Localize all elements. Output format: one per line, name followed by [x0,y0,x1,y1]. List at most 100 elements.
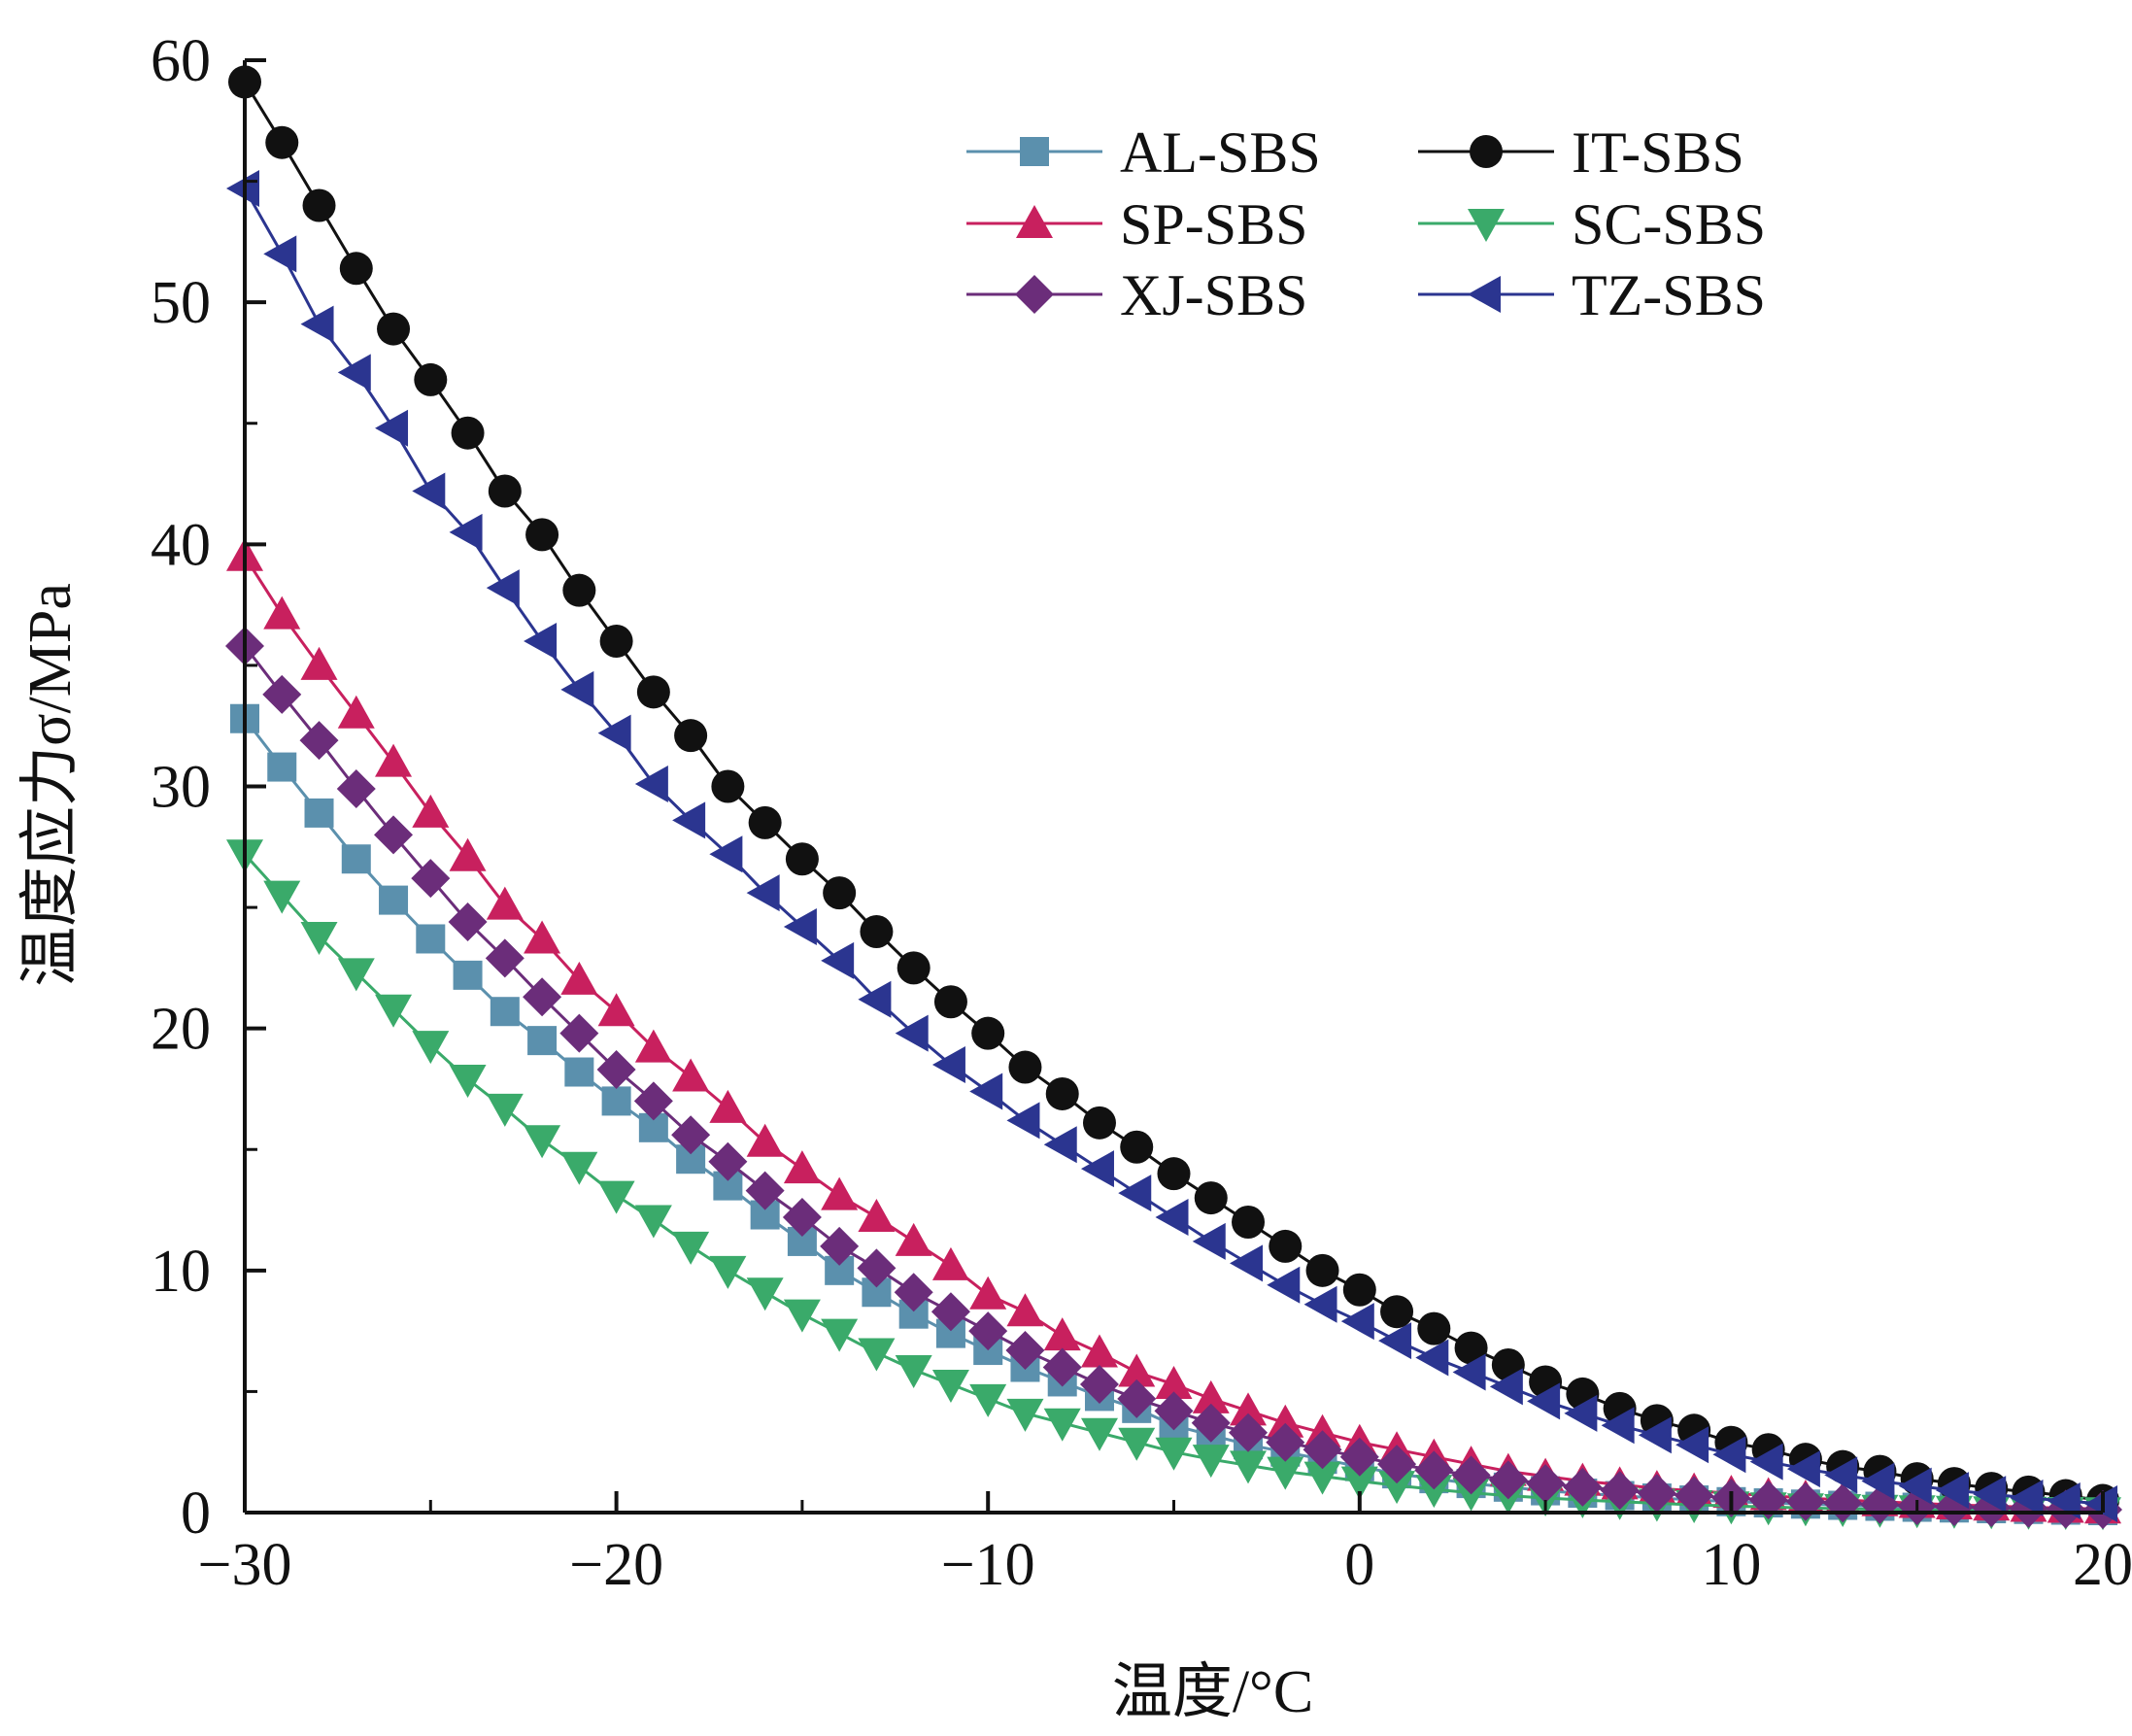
axes-layer: −30 −20 −10 0 10 20 0 10 20 30 40 50 60 [151,28,2132,1598]
data-point [820,1226,860,1266]
data-point [1564,1394,1598,1432]
data-point [1305,1253,1339,1287]
x-tick-label: −30 [198,1532,292,1598]
data-point [709,1255,747,1289]
data-point [1154,1391,1194,1431]
data-point [524,1125,561,1159]
data-point [1230,1244,1264,1282]
data-point [931,1046,965,1084]
data-point [524,623,558,660]
data-point [375,994,413,1028]
data-point [1824,1456,1858,1494]
data-point [336,768,376,808]
data-point [1377,1445,1417,1484]
data-point [1080,1334,1118,1368]
data-point [1339,1437,1379,1477]
data-point [597,1180,635,1214]
legend-item-sp-sbs: SP-SBS [966,192,1307,256]
data-point [449,1064,487,1098]
data-point [746,1123,784,1157]
data-point [601,1086,631,1116]
data-point [560,961,598,995]
data-point [1079,1364,1119,1404]
data-point [1451,1455,1491,1495]
legend-marker [1016,205,1053,238]
data-point [524,920,561,954]
data-point [634,1205,672,1239]
data-point [1675,1476,1714,1515]
data-point [1563,1467,1603,1507]
data-point [1303,1285,1337,1323]
data-point [1042,1347,1082,1387]
data-point [1006,1293,1044,1327]
data-point [1417,1311,1451,1345]
series-sp-sbs [226,537,2121,1524]
legend-marker [1468,209,1505,242]
data-point [931,1369,969,1403]
data-point [1043,1408,1081,1442]
data-point [597,993,635,1027]
data-point [821,1318,859,1352]
data-point [1748,1481,1788,1520]
data-point [337,958,375,992]
data-point [1488,1460,1528,1500]
data-point [895,1014,929,1052]
data-point [488,474,522,508]
legend-item-sc-sbs: SC-SBS [1418,192,1766,256]
data-point [1267,1266,1301,1304]
data-point [1194,1181,1228,1215]
data-point [1935,1472,1969,1510]
data-point [379,885,409,915]
data-point [560,1151,598,1185]
legend-item-it-sbs: IT-SBS [1418,120,1744,185]
data-point [783,1299,821,1333]
data-point [299,721,339,761]
data-point [746,1277,784,1311]
data-point [1155,1199,1189,1237]
data-point [1008,1050,1042,1084]
data-point [745,1171,785,1210]
data-point [1267,1456,1304,1490]
data-point [1191,1403,1231,1443]
data-point [300,305,334,343]
data-point [1229,1413,1269,1452]
data-point [490,997,520,1027]
data-point [411,859,451,899]
data-point [1340,1466,1378,1500]
data-point [1415,1339,1449,1377]
data-point [451,416,485,450]
data-point [416,924,446,954]
data-point [1267,1404,1304,1438]
x-tick-label: 0 [1344,1532,1374,1598]
data-point [857,1248,897,1288]
data-point [1082,1106,1116,1140]
data-point [1378,1471,1416,1505]
data-point [894,1273,933,1312]
data-point [1749,1443,1783,1481]
y-tick-label: 60 [151,28,211,94]
y-tick-label: 50 [151,270,211,336]
data-point [671,1115,711,1155]
y-tick-label: 30 [151,755,211,821]
data-point [1120,1130,1154,1164]
data-point [1973,1476,2007,1514]
legend-label: SP-SBS [1120,192,1307,256]
data-point [375,743,413,777]
data-point [337,695,375,729]
data-point [969,1383,1007,1417]
data-point [263,596,301,630]
data-point [823,876,857,910]
data-point [527,1026,558,1056]
data-point [1712,1436,1746,1474]
data-point [263,235,297,273]
data-point [672,801,706,839]
data-point [263,880,301,914]
data-point [709,1089,747,1123]
data-point [971,1016,1005,1050]
data-point [969,1072,1003,1110]
data-point [897,951,931,985]
data-point [1340,1303,1374,1341]
data-point [1601,1407,1635,1445]
data-point [599,625,633,658]
